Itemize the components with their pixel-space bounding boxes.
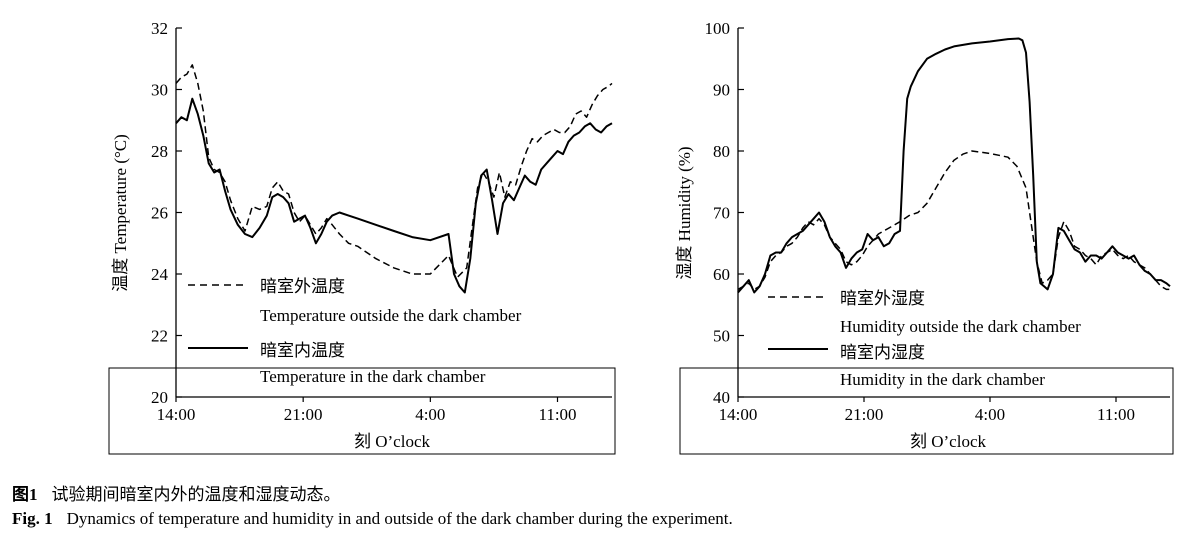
legend-label-humidity-inside-en: Humidity in the dark chamber — [840, 370, 1045, 389]
temperature-chart: 20 22 24 26 28 30 32 14:00 21:00 4:00 11:00 — [151, 19, 613, 424]
temperature-x-tick-label: 21:00 — [284, 405, 323, 424]
temperature-y-tick-label: 24 — [151, 265, 169, 284]
humidity-y-tick-label: 50 — [713, 327, 730, 346]
temperature-y-tick-label: 22 — [151, 327, 168, 346]
figure-caption-chinese: 图1 试验期间暗室内外的温度和湿度动态。 — [12, 484, 341, 506]
humidity-y-tick-label: 90 — [713, 81, 730, 100]
temperature-x-axis-label: 刻 O’clock — [354, 432, 431, 451]
temperature-y-tick-label: 20 — [151, 388, 168, 407]
figure-panel: 20 22 24 26 28 30 32 14:00 21:00 4:00 11:00 40 50 60… — [108, 19, 1174, 455]
legend-label-temperature-inside-zh: 暗室内温度 — [260, 341, 345, 360]
humidity-y-tick-label: 100 — [705, 19, 731, 38]
humidity-x-axis-label: 刻 O’clock — [910, 432, 987, 451]
legend-label-humidity-outside-zh: 暗室外湿度 — [840, 289, 925, 308]
temperature-x-tick-label: 14:00 — [157, 405, 196, 424]
humidity-x-tick-label: 21:00 — [845, 405, 884, 424]
legend-label-temperature-inside-en: Temperature in the dark chamber — [260, 367, 486, 386]
temperature-y-tick-label: 28 — [151, 142, 168, 161]
temperature-outside-series-line — [175, 64, 613, 278]
legend-label-temperature-outside-zh: 暗室外温度 — [260, 277, 345, 296]
figure-caption-english: Fig. 1 Dynamics of temperature and humidi… — [12, 508, 733, 530]
legend-label-humidity-inside-zh: 暗室内湿度 — [840, 343, 925, 362]
legend-box-left — [108, 367, 616, 455]
temperature-y-axis-label: 温度 Temperature (°C) — [111, 134, 130, 292]
legend-label-temperature-outside-en: Temperature outside the dark chamber — [260, 306, 522, 325]
temperature-y-tick-label: 30 — [151, 81, 168, 100]
caption-label-english: Fig. 1 — [12, 509, 53, 528]
humidity-outside-series-line — [737, 150, 1170, 291]
temperature-y-tick-label: 32 — [151, 19, 168, 38]
humidity-y-tick-label: 40 — [713, 388, 730, 407]
caption-label-chinese: 图1 — [12, 485, 38, 504]
humidity-inside-series-line — [737, 37, 1171, 294]
humidity-y-tick-label: 70 — [713, 204, 730, 223]
humidity-x-tick-label: 11:00 — [1097, 405, 1135, 424]
humidity-x-tick-label: 4:00 — [975, 405, 1005, 424]
legend-label-humidity-outside-en: Humidity outside the dark chamber — [840, 317, 1081, 336]
humidity-y-axis-label: 湿度 Humidity (%) — [675, 146, 694, 279]
legend-box-right — [679, 367, 1174, 455]
humidity-y-tick-label: 80 — [713, 142, 730, 161]
temperature-x-tick-label: 4:00 — [415, 405, 445, 424]
caption-text-chinese: 试验期间暗室内外的温度和湿度动态。 — [51, 485, 341, 504]
temperature-y-tick-label: 26 — [151, 204, 168, 223]
humidity-y-tick-label: 60 — [713, 265, 730, 284]
humidity-chart: 40 50 60 70 80 90 100 14:00 21:00 4:00 11:00 — [705, 19, 1171, 424]
humidity-x-tick-label: 14:00 — [719, 405, 758, 424]
caption-text-english: Dynamics of temperature and humidity in … — [66, 509, 733, 528]
temperature-inside-series-line — [175, 97, 613, 294]
temperature-x-tick-label: 11:00 — [538, 405, 576, 424]
